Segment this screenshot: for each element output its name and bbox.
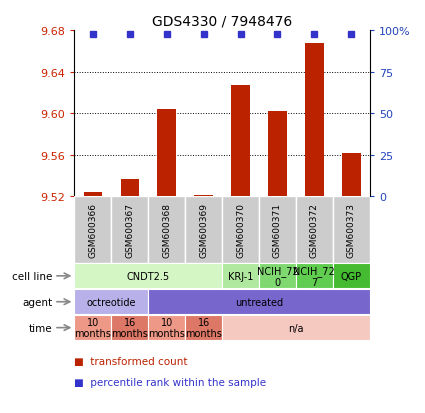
Bar: [231, 86, 250, 197]
Text: ■  transformed count: ■ transformed count: [74, 356, 188, 366]
Bar: [74, 290, 148, 314]
Bar: [333, 264, 370, 289]
Bar: [222, 316, 370, 340]
Text: GSM600371: GSM600371: [273, 203, 282, 258]
Bar: [222, 264, 259, 289]
Bar: [84, 193, 102, 197]
Text: 16
months: 16 months: [185, 318, 222, 338]
Text: ■  percentile rank within the sample: ■ percentile rank within the sample: [74, 377, 266, 387]
Bar: [333, 197, 370, 263]
Bar: [74, 264, 222, 289]
Title: GDS4330 / 7948476: GDS4330 / 7948476: [152, 14, 292, 28]
Bar: [121, 179, 139, 197]
Bar: [148, 197, 185, 263]
Text: QGP: QGP: [341, 271, 362, 281]
Bar: [148, 290, 370, 314]
Bar: [111, 197, 148, 263]
Bar: [305, 43, 323, 197]
Text: NCIH_72
0: NCIH_72 0: [257, 266, 298, 287]
Text: CNDT2.5: CNDT2.5: [127, 271, 170, 281]
Bar: [296, 264, 333, 289]
Bar: [268, 112, 287, 197]
Text: GSM600366: GSM600366: [88, 203, 97, 258]
Bar: [296, 197, 333, 263]
Text: GSM600372: GSM600372: [310, 203, 319, 257]
Text: 10
months: 10 months: [74, 318, 111, 338]
Text: KRJ-1: KRJ-1: [228, 271, 253, 281]
Text: NCIH_72
7: NCIH_72 7: [294, 266, 335, 287]
Text: 10
months: 10 months: [148, 318, 185, 338]
Bar: [74, 197, 111, 263]
Text: GSM600368: GSM600368: [162, 203, 171, 258]
Bar: [185, 197, 222, 263]
Text: octreotide: octreotide: [87, 297, 136, 307]
Bar: [194, 196, 213, 197]
Bar: [157, 110, 176, 197]
Text: GSM600373: GSM600373: [347, 203, 356, 258]
Text: GSM600369: GSM600369: [199, 203, 208, 258]
Bar: [259, 197, 296, 263]
Text: untreated: untreated: [235, 297, 283, 307]
Bar: [185, 316, 222, 340]
Bar: [111, 316, 148, 340]
Text: time: time: [28, 323, 52, 333]
Text: 16
months: 16 months: [111, 318, 148, 338]
Bar: [342, 153, 360, 197]
Text: cell line: cell line: [12, 271, 52, 281]
Text: GSM600367: GSM600367: [125, 203, 134, 258]
Text: agent: agent: [22, 297, 52, 307]
Bar: [259, 264, 296, 289]
Text: n/a: n/a: [288, 323, 303, 333]
Bar: [148, 316, 185, 340]
Bar: [222, 197, 259, 263]
Text: GSM600370: GSM600370: [236, 203, 245, 258]
Bar: [74, 316, 111, 340]
